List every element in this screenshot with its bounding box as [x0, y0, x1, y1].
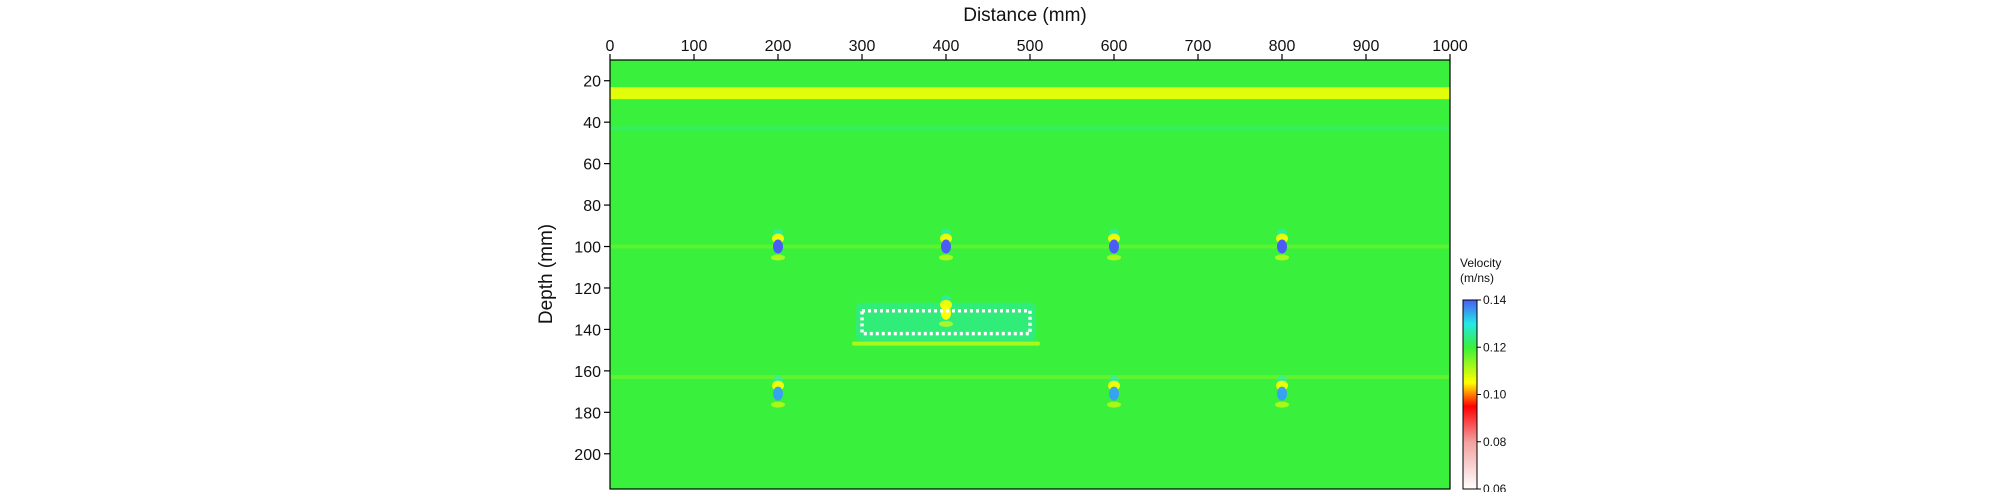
x-tick-label: 100	[681, 38, 708, 55]
y-tick-label: 80	[583, 198, 601, 215]
x-tick-label: 300	[849, 38, 876, 55]
y-tick-label: 140	[574, 322, 601, 339]
hyperbola-apex	[771, 228, 785, 261]
colorbar-tick-label: 0.10	[1483, 388, 1507, 402]
x-tick-label: 800	[1269, 38, 1296, 55]
hyperbola-apex	[1107, 228, 1121, 261]
y-tick-label: 200	[574, 447, 601, 464]
heatmap-layer-edge	[852, 341, 1040, 346]
heatmap-band	[610, 126, 1450, 131]
heatmap-band	[610, 375, 1450, 380]
colorbar-tick-label: 0.14	[1483, 293, 1507, 307]
hyperbola-apex	[1275, 375, 1289, 408]
x-tick-label: 600	[1101, 38, 1128, 55]
colorbar-title: Velocity	[1460, 256, 1501, 270]
y-tick-label: 40	[583, 115, 601, 132]
colorbar-title: (m/ns)	[1460, 271, 1494, 285]
annotation-box	[860, 309, 1032, 336]
x-tick-label: 700	[1185, 38, 1212, 55]
hyperbola-apex	[1107, 375, 1121, 408]
y-tick-label: 180	[574, 405, 601, 422]
y-axis-title: Depth (mm)	[536, 224, 557, 324]
colorbar-tick-label: 0.08	[1483, 435, 1507, 449]
x-tick-label: 0	[606, 38, 615, 55]
y-tick-label: 60	[583, 157, 601, 174]
hyperbola-apex	[1275, 228, 1289, 261]
y-tick-label: 120	[574, 281, 601, 298]
x-tick-label: 500	[1017, 38, 1044, 55]
y-tick-label: 20	[583, 74, 601, 91]
x-tick-label: 200	[765, 38, 792, 55]
hyperbola-apex	[771, 375, 785, 408]
heatmap-background	[610, 60, 1450, 489]
heatmap-band	[610, 87, 1450, 100]
x-tick-label: 900	[1353, 38, 1380, 55]
x-axis-title: Distance (mm)	[963, 5, 1087, 26]
y-tick-label: 160	[574, 364, 601, 381]
hyperbola-apex	[939, 228, 953, 261]
colorbar-tick-label: 0.06	[1483, 482, 1507, 492]
colorbar	[1462, 299, 1478, 490]
y-tick-label: 100	[574, 240, 601, 257]
x-tick-label: 400	[933, 38, 960, 55]
colorbar-tick-label: 0.12	[1483, 340, 1507, 354]
x-tick-label: 1000	[1432, 38, 1468, 55]
heatmap-band	[610, 244, 1450, 249]
